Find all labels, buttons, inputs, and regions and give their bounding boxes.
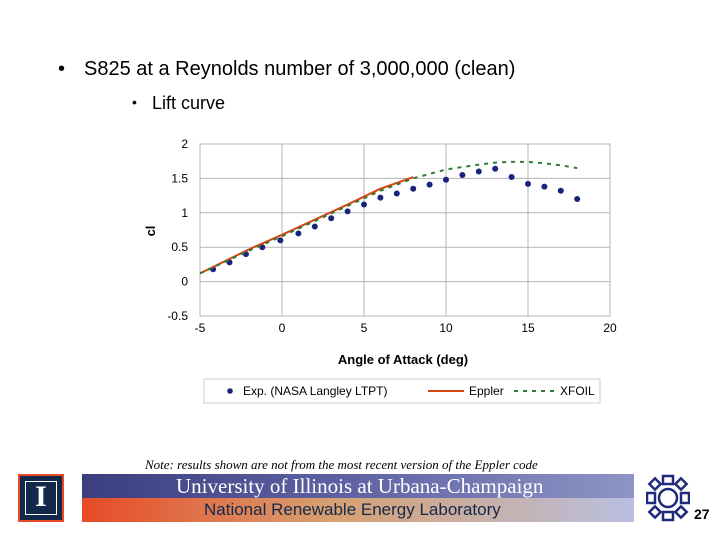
- xfoil-series-line: [199, 160, 578, 275]
- y-tick-label: 1.5: [171, 171, 188, 185]
- legend-marker-exp: [227, 388, 233, 394]
- illinois-logo: I: [18, 474, 64, 522]
- lab-name: National Renewable Energy Laboratory: [82, 498, 634, 522]
- exp-data-point: [492, 165, 499, 172]
- chart-axes: -5 0 5 10 15 20 -0.5 0 0.5 1 1.5 2: [167, 137, 617, 335]
- page-number: 27: [694, 506, 710, 522]
- y-tick-label: 0.5: [171, 240, 188, 254]
- legend-label-exp: Exp. (NASA Langley LTPT): [243, 384, 388, 398]
- exp-data-point: [311, 223, 318, 230]
- exp-data-point: [377, 194, 384, 201]
- bullet-marker: •: [58, 58, 66, 80]
- footnote: Note: results shown are not from the mos…: [145, 457, 538, 472]
- plot-area: [199, 143, 611, 317]
- lift-curve-chart: -5 0 5 10 15 20 -0.5 0 0.5 1 1.5 2 Angle of Attack …: [143, 137, 617, 404]
- x-tick-label: 10: [439, 321, 453, 335]
- legend-label-xfoil: XFOIL: [560, 384, 595, 398]
- x-tick-label: 20: [603, 321, 617, 335]
- bullet-subtitle-text: Lift curve: [152, 93, 226, 113]
- university-name: University of Illinois at Urbana-Champai…: [82, 474, 634, 498]
- exp-data-point: [557, 187, 564, 194]
- legend-label-eppler: Eppler: [469, 384, 504, 398]
- y-axis-label: cl: [143, 226, 158, 237]
- exp-data-point: [426, 181, 433, 188]
- exp-data-point: [443, 176, 449, 183]
- nrel-logo-icon: [646, 474, 690, 522]
- chart-grid: [199, 143, 611, 317]
- exp-data-point: [277, 237, 284, 244]
- bullet-title: • S825 at a Reynolds number of 3,000,000 …: [58, 58, 515, 81]
- eppler-series-line: [199, 176, 414, 275]
- y-tick-label: 0: [181, 275, 188, 289]
- bullet-marker: •: [132, 94, 137, 110]
- x-tick-label: 0: [279, 321, 286, 335]
- y-tick-label: 1: [181, 206, 188, 220]
- y-tick-label: -0.5: [167, 309, 188, 323]
- chart-legend: Exp. (NASA Langley LTPT) Eppler XFOIL: [203, 378, 601, 404]
- bullet-title-text: S825 at a Reynolds number of 3,000,000 (…: [84, 58, 516, 80]
- y-tick-label: 2: [181, 137, 188, 151]
- exp-data-point: [344, 208, 351, 215]
- exp-data-point: [525, 180, 531, 187]
- x-axis-label: Angle of Attack (deg): [338, 352, 468, 367]
- footer-banner: University of Illinois at Urbana-Champai…: [82, 474, 634, 522]
- exp-data-point: [393, 190, 400, 197]
- exp-data-point: [574, 196, 581, 203]
- x-tick-label: 5: [361, 321, 368, 335]
- chart-series: [199, 160, 581, 275]
- exp-data-point: [295, 230, 302, 237]
- exp-data-point: [508, 174, 515, 181]
- x-tick-label: -5: [195, 321, 206, 335]
- exp-data-point: [328, 215, 335, 222]
- bullet-subtitle: • Lift curve: [132, 93, 225, 114]
- logo-inner-border: [25, 481, 57, 515]
- exp-data-point: [541, 183, 548, 190]
- logo-letter: I: [35, 480, 47, 513]
- x-tick-label: 15: [521, 321, 535, 335]
- exp-data-point: [410, 185, 417, 192]
- exp-data-point: [475, 168, 482, 175]
- exp-data-point: [459, 171, 466, 178]
- exp-data-point: [361, 201, 367, 208]
